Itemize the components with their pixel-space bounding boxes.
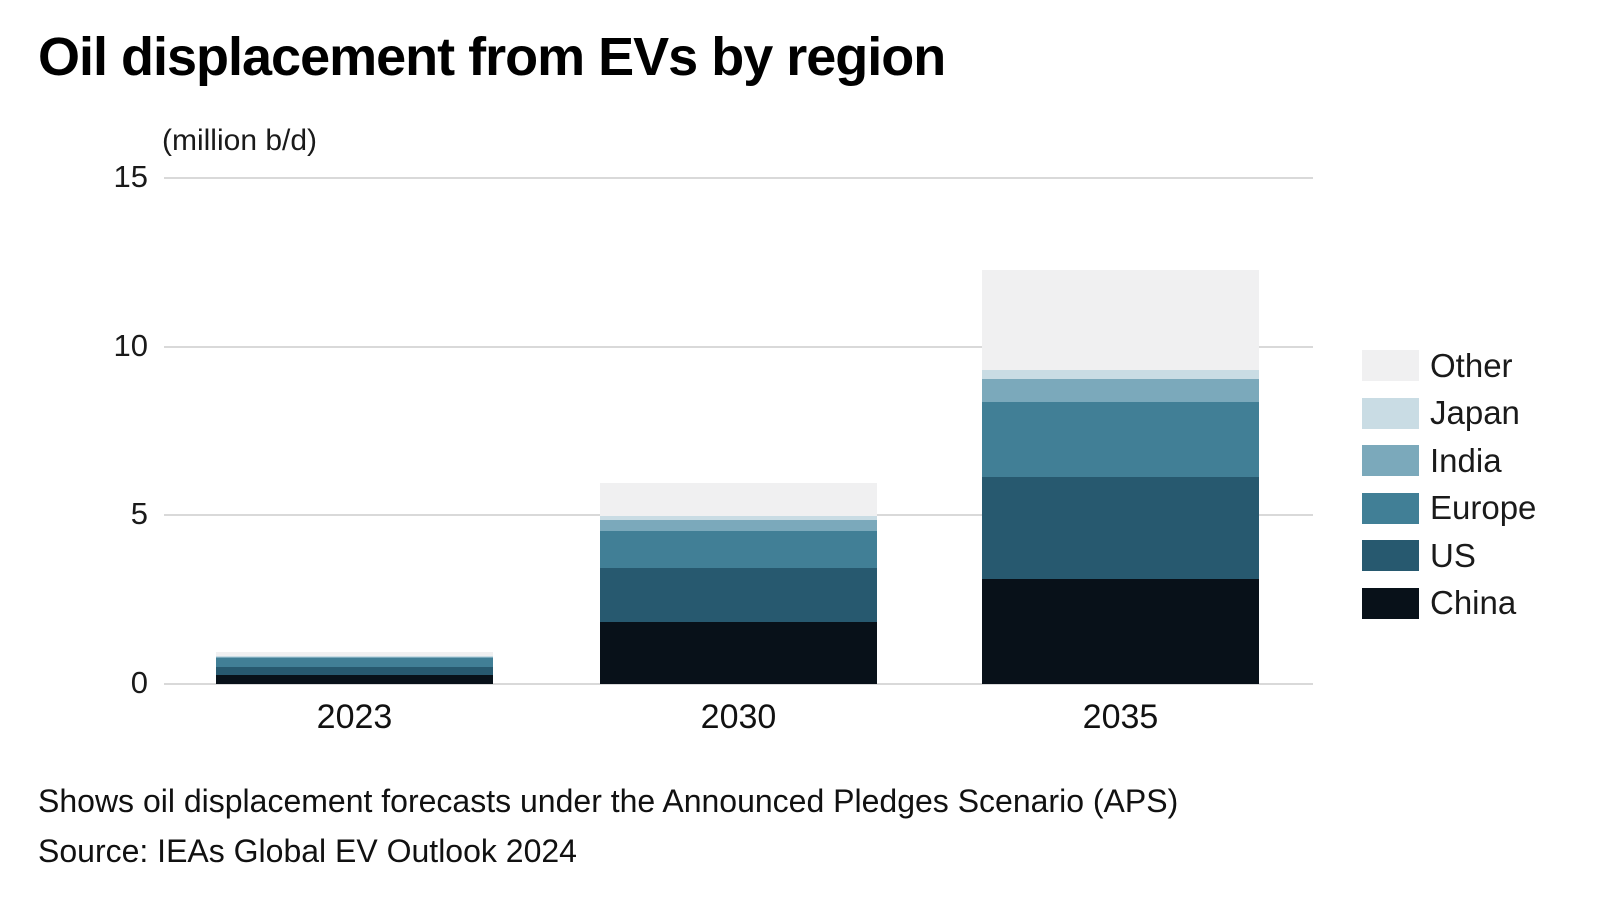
bar-segment-2030-japan bbox=[600, 516, 877, 521]
bar-segment-2035-india bbox=[982, 378, 1259, 403]
caption: Shows oil displacement forecasts under t… bbox=[38, 776, 1178, 876]
caption-note: Shows oil displacement forecasts under t… bbox=[38, 783, 1179, 819]
x-tick-label-2023: 2023 bbox=[316, 698, 393, 736]
bar-segment-2035-us bbox=[982, 476, 1259, 580]
bar-2030 bbox=[600, 178, 877, 684]
y-tick-label-10: 10 bbox=[113, 327, 148, 363]
legend-item-other: Other bbox=[1362, 347, 1536, 384]
y-tick-label-5: 5 bbox=[130, 496, 148, 532]
legend-item-us: US bbox=[1362, 537, 1536, 574]
bar-2035 bbox=[982, 178, 1259, 684]
legend-label-europe: Europe bbox=[1430, 489, 1537, 526]
legend-label-china: China bbox=[1430, 584, 1517, 621]
gridline-y-15 bbox=[164, 177, 1313, 179]
legend-label-other: Other bbox=[1430, 346, 1513, 384]
x-tick-label-2030: 2030 bbox=[700, 698, 777, 736]
bar-segment-2030-india bbox=[600, 520, 877, 531]
plot-area bbox=[164, 177, 1313, 685]
gridline-y-10 bbox=[164, 345, 1313, 348]
legend-swatch-other bbox=[1362, 350, 1419, 381]
bar-segment-2035-china bbox=[982, 579, 1259, 684]
legend-item-india: India bbox=[1362, 442, 1536, 479]
bar-segment-2035-japan bbox=[982, 369, 1259, 379]
x-tick-label-2035: 2035 bbox=[1082, 698, 1159, 736]
bar-segment-2030-us bbox=[600, 567, 877, 622]
legend-label-india: India bbox=[1430, 441, 1502, 479]
bar-segment-2030-other bbox=[600, 482, 877, 517]
legend-item-europe: Europe bbox=[1362, 489, 1536, 526]
bar-segment-2023-other bbox=[216, 651, 493, 657]
bar-segment-2023-europe bbox=[216, 657, 493, 667]
legend: Other Japan India Europe US China bbox=[1362, 347, 1536, 621]
bar-segment-2023-china bbox=[216, 674, 493, 684]
y-tick-label-15: 15 bbox=[113, 159, 148, 194]
bar-segment-2035-europe bbox=[982, 402, 1259, 477]
bar-segment-2023-us bbox=[216, 666, 493, 675]
y-axis-unit-label: (million b/d) bbox=[162, 124, 318, 157]
legend-label-us: US bbox=[1430, 536, 1476, 574]
legend-item-china: China bbox=[1362, 584, 1536, 621]
caption-source: Source: IEAs Global EV Outlook 2024 bbox=[38, 833, 577, 869]
bar-segment-2023-india bbox=[216, 656, 493, 658]
legend-swatch-japan bbox=[1362, 397, 1419, 429]
bar-segment-2035-other bbox=[982, 270, 1259, 370]
bar-segment-2030-china bbox=[600, 621, 877, 684]
legend-swatch-us bbox=[1362, 540, 1419, 571]
legend-swatch-india bbox=[1362, 445, 1419, 476]
y-tick-label-0: 0 bbox=[130, 665, 148, 700]
chart-title: Oil displacement from EVs by region bbox=[38, 27, 946, 87]
legend-item-japan: Japan bbox=[1362, 394, 1536, 431]
bar-segment-2030-europe bbox=[600, 530, 877, 568]
legend-label-japan: Japan bbox=[1430, 394, 1520, 431]
bar-2023 bbox=[216, 178, 493, 684]
gridline-y-0 bbox=[164, 683, 1313, 685]
legend-swatch-europe bbox=[1362, 492, 1419, 524]
legend-swatch-china bbox=[1362, 587, 1419, 619]
